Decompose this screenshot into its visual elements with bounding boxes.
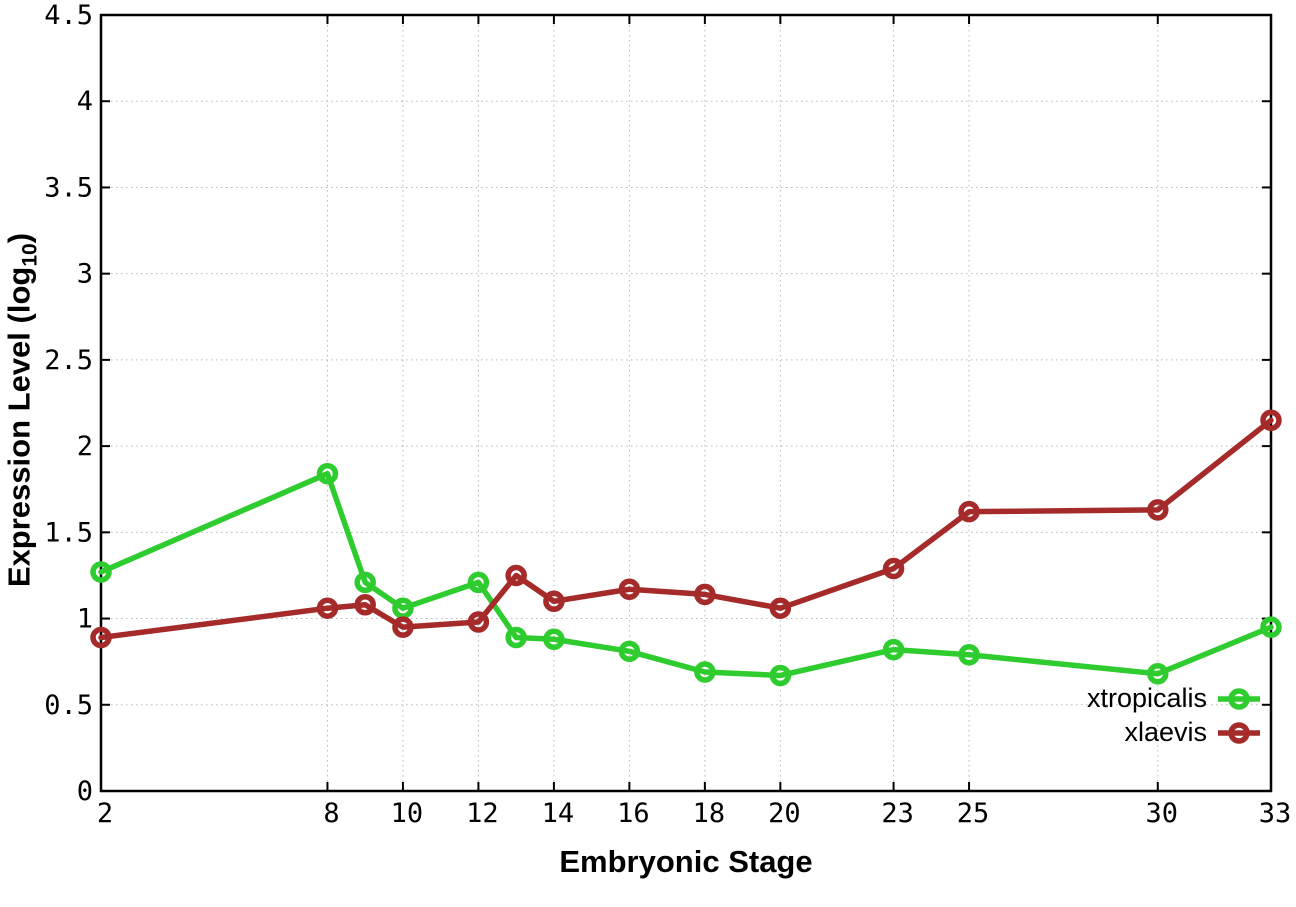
y-tick-label: 3.5 (44, 172, 93, 203)
data-point-xtropicalis-stage-20 (769, 664, 792, 687)
data-point-xlaevis-stage-8 (316, 597, 339, 619)
data-point-xtropicalis-stage-33 (1260, 616, 1282, 638)
data-point-xtropicalis-stage-13 (505, 626, 527, 649)
legend: xtropicalis xlaevis (1087, 683, 1262, 748)
legend-label-xtropicalis: xtropicalis (1086, 683, 1207, 713)
xtropicalis-line-sample-icon (1218, 687, 1260, 710)
y-axis-title: Expression Level (log10) (1, 233, 42, 587)
y-tick-label: 4 (77, 86, 93, 117)
data-point-xlaevis-stage-25 (958, 500, 980, 523)
x-tick-label: 33 (1259, 798, 1292, 829)
data-point-xtropicalis-stage-14 (543, 628, 565, 650)
data-point-xlaevis-stage-9 (354, 594, 376, 616)
x-tick-label: 20 (768, 798, 801, 829)
data-point-xtropicalis-stage-10 (392, 597, 414, 619)
data-point-xlaevis-stage-30 (1147, 499, 1169, 521)
data-point-xlaevis-stage-14 (543, 590, 565, 613)
xlaevis-line-sample-icon (1218, 721, 1260, 744)
data-point-xlaevis-stage-16 (618, 578, 641, 600)
data-point-xlaevis-stage-23 (882, 557, 905, 580)
data-point-xtropicalis-stage-16 (618, 640, 641, 663)
plot-border (99, 13, 1273, 793)
y-axis-title-close-paren: ) (1, 232, 37, 244)
y-axis-title-subscript: 10 (18, 243, 42, 267)
x-tick-label: 16 (617, 798, 650, 829)
y-tick-label: 4.5 (44, 0, 93, 31)
data-point-xtropicalis-stage-18 (694, 661, 716, 683)
data-point-xtropicalis-stage-8 (316, 462, 339, 485)
data-point-xtropicalis-stage-12 (467, 571, 490, 594)
data-point-xtropicalis-stage-25 (958, 644, 980, 666)
legend-item-xlaevis: xlaevis (1124, 717, 1262, 748)
x-tick-label: 23 (881, 798, 914, 829)
x-tick-label: 25 (957, 798, 990, 829)
data-point-xlaevis-stage-10 (392, 616, 414, 638)
x-tick-label: 10 (391, 798, 424, 829)
y-tick-label: 0 (77, 776, 93, 807)
x-tick-label: 2 (97, 798, 113, 829)
series-line-xlaevis (98, 417, 1274, 641)
y-tick-label: 2.5 (44, 345, 93, 376)
data-point-xlaevis-stage-2 (90, 626, 112, 649)
legend-label-xlaevis: xlaevis (1124, 717, 1207, 747)
y-tick-label: 2 (77, 431, 93, 462)
series-line-xtropicalis (98, 470, 1274, 679)
x-tick-label: 8 (323, 798, 339, 829)
y-tick-label: 0.5 (44, 690, 93, 721)
x-tick-label: 30 (1146, 798, 1179, 829)
data-point-xlaevis-stage-12 (467, 611, 490, 633)
data-point-xlaevis-stage-20 (769, 597, 792, 619)
y-axis-title-text: Expression Level (log (1, 266, 37, 588)
legend-item-xtropicalis: xtropicalis (1087, 683, 1262, 714)
data-point-xtropicalis-stage-23 (882, 638, 905, 661)
data-point-xlaevis-stage-13 (505, 564, 527, 587)
data-point-xlaevis-stage-18 (694, 583, 716, 606)
data-point-xtropicalis-stage-30 (1147, 662, 1169, 685)
x-axis-title: Embryonic Stage (559, 844, 813, 879)
data-point-xtropicalis-stage-9 (354, 571, 376, 594)
x-tick-label: 14 (542, 798, 575, 829)
y-tick-label: 3 (77, 259, 93, 290)
data-point-xlaevis-stage-33 (1260, 409, 1282, 431)
y-tick-label: 1 (77, 604, 93, 635)
x-tick-label: 18 (693, 798, 726, 829)
x-tick-label: 12 (466, 798, 499, 829)
y-tick-label: 1.5 (44, 517, 93, 548)
data-point-xtropicalis-stage-2 (90, 561, 112, 583)
